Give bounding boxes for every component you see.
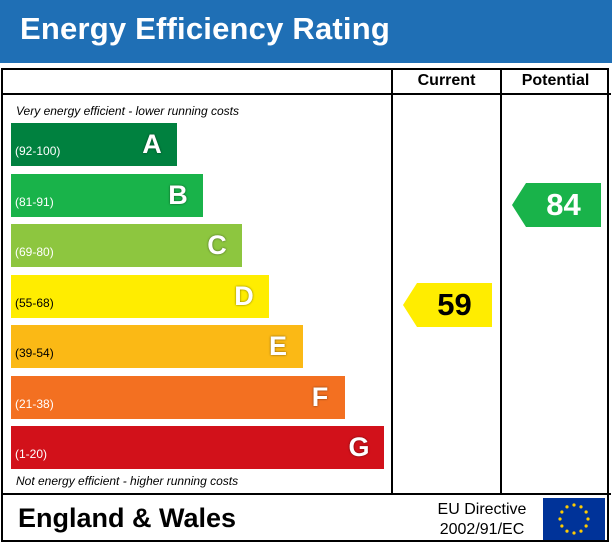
band-range-d: (55-68)	[15, 296, 54, 310]
eu-star-icon	[560, 510, 564, 514]
band-letter-g: G	[348, 432, 370, 462]
eu-directive-number: 2002/91/EC	[439, 521, 525, 538]
band-bar-g	[11, 426, 384, 469]
chart-title: Energy Efficiency Rating	[20, 11, 391, 46]
band-range-c: (69-80)	[15, 245, 54, 259]
band-range-e: (39-54)	[15, 346, 54, 360]
top-note: Very energy efficient - lower running co…	[16, 104, 239, 118]
band-letter-f: F	[311, 382, 329, 412]
band-letter-c: C	[207, 230, 227, 260]
header-bar: Energy Efficiency Rating	[0, 0, 612, 63]
band-bar-e	[11, 325, 303, 368]
eu-star-icon	[558, 517, 562, 521]
band-letter-d: D	[234, 281, 254, 311]
rating-frame	[1, 68, 609, 542]
band-bar-f	[11, 376, 345, 419]
eu-star-icon	[565, 529, 569, 533]
current-column-divider	[391, 68, 393, 495]
band-range-f: (21-38)	[15, 397, 54, 411]
current-arrow	[403, 283, 492, 327]
column-header-divider	[1, 93, 611, 95]
band-bar-d	[11, 275, 269, 318]
eu-star-icon	[584, 524, 588, 528]
band-bar-c	[11, 224, 242, 267]
eu-directive-label: EU Directive	[437, 501, 527, 518]
band-letter-e: E	[268, 331, 287, 361]
eu-star-icon	[579, 529, 583, 533]
eu-star-icon	[572, 503, 576, 507]
potential-column-divider	[500, 68, 502, 495]
band-letter-a: A	[142, 129, 162, 159]
band-bar-a	[11, 123, 177, 166]
current-rating-value: 59	[437, 287, 472, 322]
band-range-b: (81-91)	[15, 195, 54, 209]
eu-flag-icon	[543, 498, 605, 540]
current-column-header: Current	[417, 72, 476, 89]
eu-star-icon	[579, 505, 583, 509]
bottom-note: Not energy efficient - higher running co…	[16, 474, 239, 488]
band-range-a: (92-100)	[15, 144, 61, 158]
potential-column-header: Potential	[521, 72, 590, 89]
region-label: England & Wales	[18, 503, 237, 533]
eu-star-icon	[560, 524, 564, 528]
eu-star-icon	[584, 510, 588, 514]
band-range-g: (1-20)	[15, 447, 48, 461]
eu-star-icon	[586, 517, 590, 521]
eu-star-icon	[565, 505, 569, 509]
potential-rating-value: 84	[546, 187, 581, 222]
potential-arrow	[512, 183, 601, 227]
footer-divider	[1, 493, 611, 495]
band-bar-b	[11, 174, 203, 217]
band-letter-b: B	[168, 180, 188, 210]
eu-star-icon	[572, 531, 576, 535]
